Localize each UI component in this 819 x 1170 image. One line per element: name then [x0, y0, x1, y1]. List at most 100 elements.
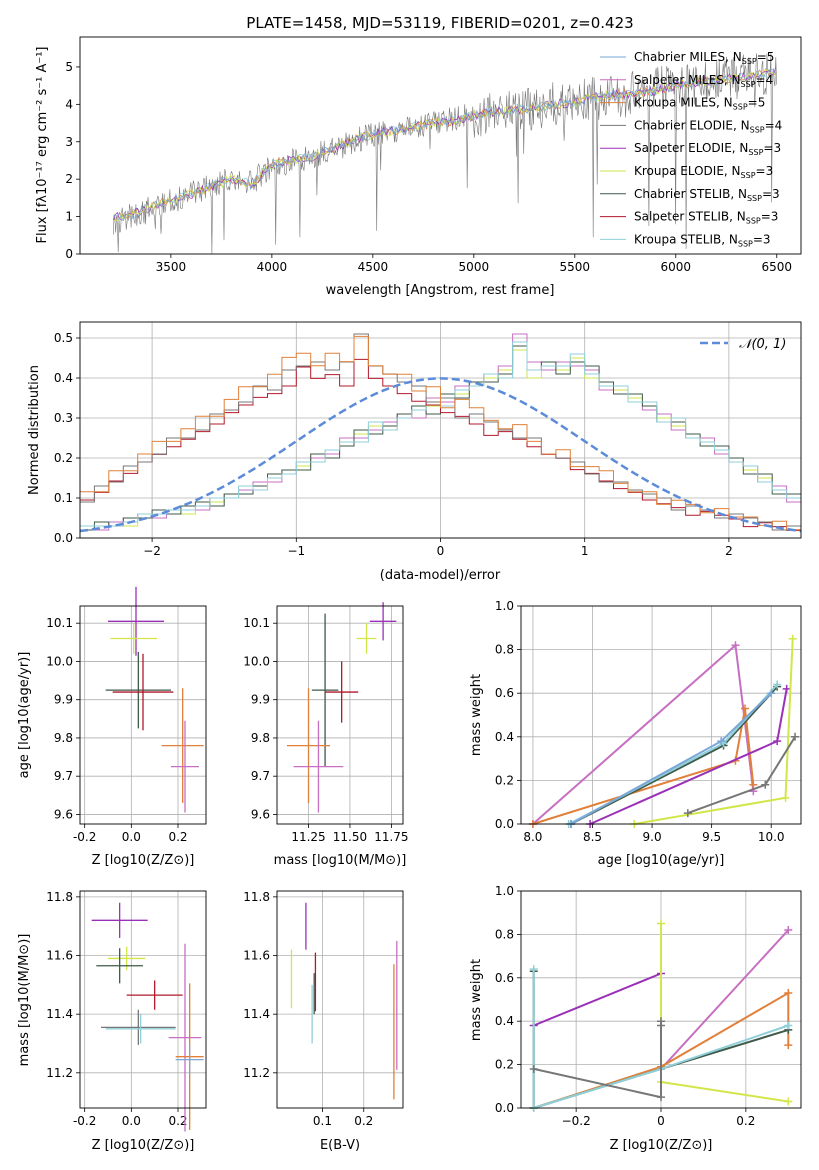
axes-frame [79, 605, 207, 825]
weight-marker [529, 1064, 538, 1073]
x-tick-label: 0.0 [122, 830, 141, 844]
weight-marker [781, 793, 790, 802]
legend-sub: SSP [741, 80, 756, 89]
x-tick-label: 1 [581, 544, 589, 558]
y-tick-label: 9.9 [251, 693, 270, 707]
legend-text: Chabrier ELODIE, N [634, 118, 750, 132]
model-spectrum-line [113, 69, 777, 222]
weight-marker [784, 1097, 793, 1106]
y-tick-label: 1.0 [495, 599, 514, 613]
weight-marker [784, 926, 793, 935]
x-axis-label: Z [log10(Z/Z⊙)] [92, 1138, 195, 1153]
legend-entry: Salpeter STELIB, NSSP=3 [634, 210, 778, 226]
y-tick-label: 9.6 [251, 807, 270, 821]
x-tick-label: 0.2 [736, 1114, 755, 1128]
legend-entry: Chabrier STELIB, NSSP=3 [634, 187, 780, 203]
axes-frame [79, 36, 802, 255]
legend-sub: SSP [733, 103, 748, 112]
weight-marker [529, 965, 538, 974]
y-tick-label: 3 [65, 135, 73, 149]
y-tick-label: 0 [65, 247, 73, 261]
weight-marker [784, 988, 793, 997]
axes-frame [79, 321, 802, 539]
legend-entry: Kroupa MILES, NSSP=5 [634, 96, 765, 112]
weight-line [687, 736, 796, 815]
y-tick-label: 9.6 [54, 807, 73, 821]
y-tick-label: 5 [65, 60, 73, 74]
legend-sub: SSP [738, 239, 753, 248]
x-tick-label: 10.0 [758, 830, 785, 844]
x-tick-label: 0.2 [354, 1114, 373, 1128]
y-tick-label: 11.8 [46, 890, 73, 904]
weight-marker [782, 684, 791, 693]
weight-line [533, 972, 662, 1027]
y-tick-label: 11.6 [46, 949, 73, 963]
x-tick-label: 11.50 [333, 830, 367, 844]
x-tick-label: 4000 [257, 260, 288, 274]
x-tick-label: 8.0 [523, 830, 542, 844]
weight-marker [749, 780, 758, 789]
x-tick-label: 8.5 [583, 830, 602, 844]
y-axis-label: mass [log10(M/M⊙)] [17, 934, 32, 1067]
axes-frame [276, 605, 404, 825]
spectrum-panel: 3500 4000 4500 5000 5500 6000 6500 0 1 2 3 4 5 wavele… [35, 36, 802, 298]
x-tick-label: 0.2 [168, 830, 187, 844]
legend-text: =3 [753, 232, 771, 246]
weight-marker [731, 641, 740, 650]
weight-marker [767, 689, 776, 698]
legend-text: Kroupa STELIB, N [634, 232, 738, 246]
axes-frame [520, 890, 802, 1109]
histogram-step [80, 358, 801, 531]
legend-text: =3 [762, 187, 780, 201]
gaussian-curve [79, 377, 802, 533]
x-tick-label: 0 [437, 544, 445, 558]
y-tick-label: 0.8 [495, 927, 514, 941]
mass-vs-ebv-panel: 0.1 0.2 11.2 11.4 11.6 11.8 E(B-V) [243, 890, 404, 1153]
y-tick-label: 0.4 [495, 730, 514, 744]
legend-text: =3 [761, 210, 779, 224]
x-axis-label: Z [log10(Z/Z⊙)] [92, 853, 195, 868]
weight-line [532, 969, 789, 1110]
y-tick-label: 0.0 [495, 1101, 514, 1115]
legend-text: Salpeter STELIB, N [634, 210, 746, 224]
legend-entry: Salpeter ELODIE, NSSP=3 [634, 141, 781, 157]
x-tick-label: 11.75 [374, 830, 408, 844]
y-tick-label: 11.6 [243, 949, 270, 963]
x-tick-label: 9.0 [643, 830, 662, 844]
legend-text: Salpeter ELODIE, N [634, 141, 748, 155]
figure-title: PLATE=1458, MJD=53119, FIBERID=0201, z=0… [246, 14, 633, 32]
y-tick-label: 0.0 [495, 817, 514, 831]
x-tick-label: 9.5 [702, 830, 721, 844]
y-tick-label: 0.2 [54, 451, 73, 465]
x-tick-label: −1 [287, 544, 305, 558]
y-axis-label: mass weight [469, 959, 484, 1041]
legend-entry: Chabrier ELODIE, NSSP=4 [634, 118, 782, 134]
legend-sub: SSP [747, 194, 762, 203]
legend-entry: 𝒩(0, 1) [739, 337, 786, 352]
y-tick-label: 9.7 [251, 769, 270, 783]
legend-text: =3 [763, 141, 781, 155]
weight-marker [657, 919, 665, 928]
y-tick-label: 11.4 [243, 1007, 270, 1021]
legend-text: =3 [756, 164, 774, 178]
y-tick-label: 9.7 [54, 769, 73, 783]
x-tick-label: −0.2 [562, 1114, 591, 1128]
y-axis-label: Normed distribution [27, 365, 42, 495]
weight-marker [657, 1021, 665, 1030]
y-tick-label: 0.4 [495, 1014, 514, 1028]
weight-line [533, 1021, 662, 1099]
legend-sub: SSP [741, 171, 756, 180]
weight-marker [717, 737, 726, 746]
weight-line [533, 991, 790, 1109]
weight-vs-age-panel: 8.0 8.5 9.0 9.5 10.0 0.0 0.2 0.4 0.6 0.8 1.0 age [l… [469, 599, 802, 868]
weight-marker [788, 634, 797, 643]
weight-marker [791, 732, 800, 741]
y-tick-label: 0.3 [54, 411, 73, 425]
legend-entry: Chabrier MILES, NSSP=5 [634, 50, 774, 66]
x-tick-label: 0.0 [122, 1114, 141, 1128]
x-tick-label: 4500 [358, 260, 389, 274]
legend-entry: Kroupa STELIB, NSSP=3 [634, 232, 771, 248]
axes-frame [520, 605, 802, 825]
y-tick-label: 11.4 [46, 1007, 73, 1021]
legend-sub: SSP [750, 125, 765, 134]
